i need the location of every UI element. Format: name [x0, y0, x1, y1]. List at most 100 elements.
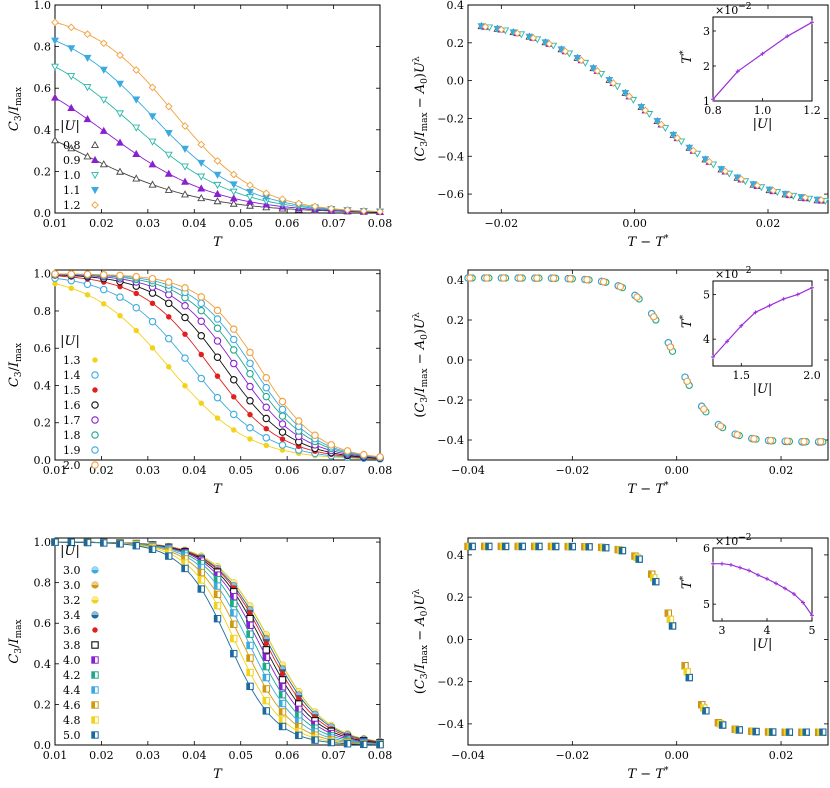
- data-marker: [99, 160, 108, 168]
- data-marker: [132, 174, 141, 182]
- legend: |U| 0.8 0.9 1.0 1.1 1.2: [60, 119, 99, 212]
- inset-point: [810, 20, 814, 25]
- data-marker-fill: [732, 726, 736, 733]
- data-marker-fill: [769, 728, 773, 736]
- inset-point: [781, 296, 786, 301]
- data-marker: [263, 425, 269, 432]
- data-marker: [262, 373, 270, 382]
- data-marker: [278, 412, 287, 420]
- inset-point: [795, 292, 800, 297]
- data-marker-fill: [230, 635, 234, 642]
- data-marker: [133, 327, 139, 334]
- data-marker: [583, 276, 591, 284]
- panel-b-collapse-plot: −0.02 0.00 0.02 −0.6 −0.4 −0.2 0.0 0.2 0.4 T − T*…: [412, 0, 830, 250]
- data-marker-fill: [91, 656, 95, 664]
- data-marker-fill: [502, 543, 506, 550]
- inset-point: [792, 592, 796, 597]
- data-marker: [197, 374, 206, 383]
- x-tick-label: 0.03: [136, 749, 161, 762]
- data-marker: [213, 315, 222, 323]
- data-marker: [311, 202, 319, 211]
- data-marker: [148, 317, 157, 326]
- data-marker: [549, 274, 558, 282]
- data-marker: [148, 274, 157, 283]
- x-tick-label: 0.08: [368, 749, 393, 762]
- data-marker: [263, 442, 269, 449]
- data-marker-fill: [198, 569, 202, 576]
- data-marker-fill: [91, 701, 95, 709]
- data-marker-fill: [214, 615, 218, 622]
- data-marker: [164, 130, 173, 138]
- data-marker-fill: [91, 686, 95, 694]
- data-marker: [637, 103, 646, 111]
- data-marker-fill: [295, 732, 299, 739]
- data-marker: [666, 343, 675, 351]
- data-marker: [605, 77, 614, 84]
- x-tick-label: 0.04: [182, 464, 207, 477]
- data-marker-fill: [246, 630, 250, 638]
- data-marker: [116, 80, 124, 88]
- data-marker: [165, 299, 173, 308]
- data-marker-fill: [700, 704, 704, 712]
- data-marker-fill: [279, 708, 283, 716]
- data-marker-fill: [598, 544, 602, 551]
- data-marker-fill: [531, 543, 535, 550]
- x-tick-label: 0.06: [275, 749, 300, 762]
- data-marker-fill: [51, 538, 55, 546]
- data-marker-fill: [669, 622, 673, 630]
- data-marker: [801, 193, 810, 202]
- data-marker: [182, 383, 188, 389]
- data-marker-fill: [181, 559, 185, 567]
- data-marker: [84, 292, 91, 298]
- legend-label: 1.7: [63, 414, 81, 427]
- inset: 3 4 556|U|T*×10−2: [679, 533, 816, 652]
- data-marker-fill: [736, 726, 740, 733]
- data-marker: [91, 371, 99, 379]
- data-marker-fill: [181, 565, 185, 572]
- data-marker: [733, 174, 742, 182]
- y-tick-label: −0.2: [437, 676, 464, 689]
- y-tick-label: 0.4: [447, 549, 465, 562]
- x-tick-label: 0.03: [136, 217, 161, 230]
- data-marker-fill: [698, 701, 702, 708]
- data-marker: [246, 188, 254, 197]
- data-marker: [91, 201, 99, 209]
- data-marker: [230, 375, 238, 384]
- data-marker-fill: [702, 707, 706, 714]
- data-marker: [246, 382, 254, 391]
- inset-line: [712, 287, 813, 358]
- data-marker-fill: [295, 706, 299, 713]
- data-marker: [91, 155, 99, 164]
- x-tick-label: 0.04: [182, 217, 207, 230]
- data-marker-fill: [519, 543, 523, 550]
- legend-label: 1.3: [63, 354, 81, 367]
- y-tick-label: 0.2: [34, 698, 52, 711]
- y-axis-label: (C3/Imax − A0)Uλ: [412, 56, 430, 162]
- inset-x-tick-label: 3: [719, 624, 726, 637]
- data-marker: [148, 113, 157, 121]
- data-marker: [327, 204, 336, 213]
- x-tick-label: 0.02: [89, 217, 114, 230]
- data-marker-fill: [648, 570, 652, 578]
- data-marker-fill: [246, 654, 250, 662]
- data-marker-highlight: [328, 723, 335, 727]
- data-marker: [783, 437, 791, 445]
- data-marker: [557, 46, 566, 54]
- legend-label: 4.0: [63, 654, 81, 667]
- legend: |U| 1.3 1.4 1.5 1.6 1.7 1.8 1.9 2.0: [60, 334, 99, 472]
- data-marker: [99, 66, 108, 74]
- data-marker-highlight: [91, 581, 99, 585]
- data-marker: [83, 280, 92, 289]
- data-marker: [246, 397, 254, 405]
- inset-y-tick-label: 5: [703, 598, 710, 611]
- data-marker: [68, 285, 74, 291]
- data-marker: [733, 431, 741, 439]
- data-marker-fill: [116, 540, 120, 548]
- panel-a-plot: 0.01 0.02 0.03 0.04 0.05 0.06 0.07 0.08 0.0 0.2 0.…: [7, 0, 392, 250]
- x-tick-label: 0.05: [228, 217, 253, 230]
- data-marker: [148, 83, 157, 92]
- data-marker-highlight: [230, 579, 237, 583]
- data-marker-fill: [581, 543, 585, 550]
- data-marker: [133, 290, 139, 297]
